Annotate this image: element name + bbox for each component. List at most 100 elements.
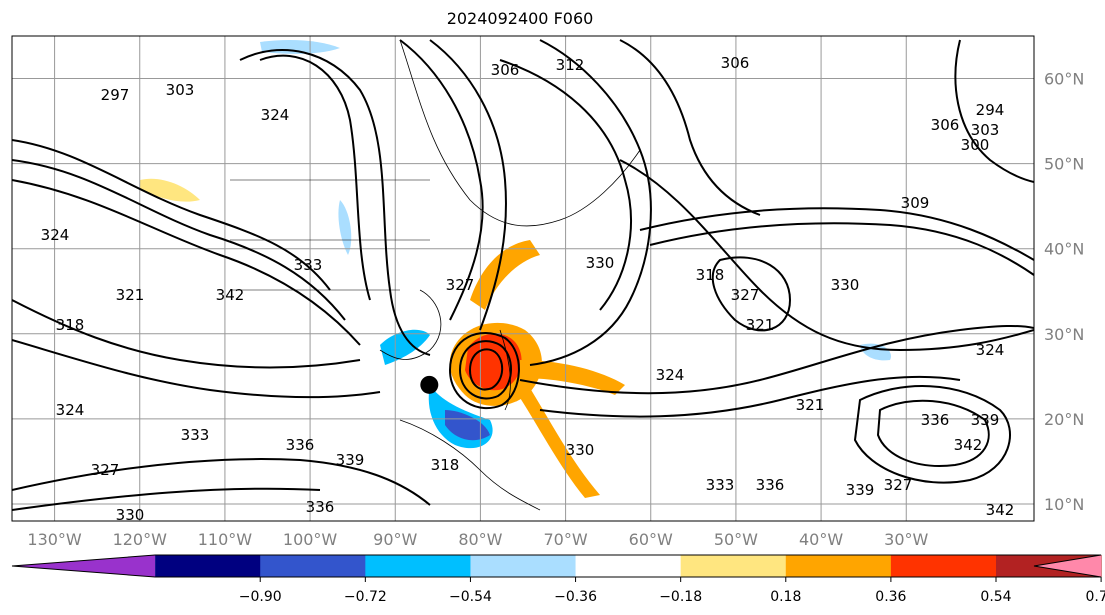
chart-title: 2024092400 F060 [446, 9, 594, 28]
contour-line [12, 487, 321, 511]
contour-value-label: 327 [731, 286, 760, 304]
contour-hurricane [448, 332, 520, 410]
contour-value-label: 336 [921, 411, 950, 429]
contour-value-label: 309 [901, 194, 930, 212]
colorbar-tick-label: −0.36 [554, 589, 597, 605]
contour-value-label: 324 [976, 341, 1005, 359]
contour-line [429, 39, 507, 331]
latitude-label: 20°N [1044, 410, 1084, 429]
colorbar-tick-label: −0.54 [449, 589, 492, 605]
longitude-label: 40°W [799, 530, 843, 549]
colorbar-segment [890, 555, 997, 577]
contour-hurricane [468, 348, 504, 391]
longitude-label: 100°W [283, 530, 338, 549]
hurricane-center-marker [420, 375, 439, 394]
colorbar-segment [680, 555, 787, 577]
longitude-label: 50°W [714, 530, 758, 549]
colorbar-tick-label: −0.18 [659, 589, 702, 605]
positive-band-south [515, 380, 600, 498]
contour-value-label: 306 [721, 54, 750, 72]
colorbar-segment [470, 555, 577, 577]
contour-closed [853, 385, 1011, 484]
contour-line [259, 54, 371, 301]
longitude-label: 30°W [884, 530, 928, 549]
contour-value-label: 324 [261, 106, 290, 124]
state-borders [230, 179, 430, 291]
colorbar-segment [575, 555, 682, 577]
contour-value-label: 300 [961, 136, 990, 154]
contour-value-label: 333 [181, 426, 210, 444]
longitude-label: 110°W [198, 530, 253, 549]
colorbar-tick-label: 0.54 [980, 589, 1011, 605]
contour-line [529, 39, 652, 366]
contour-value-label: 321 [746, 316, 775, 334]
coastline [379, 289, 442, 360]
contour-value-label: 336 [286, 436, 315, 454]
coastline [399, 39, 641, 227]
contour-value-label: 303 [166, 81, 195, 99]
contour-value-label: 312 [556, 56, 585, 74]
contour-value-label: 321 [116, 286, 145, 304]
contour-value-label: 321 [796, 396, 825, 414]
contour-value-label: 303 [971, 121, 1000, 139]
positive-band-west [140, 178, 200, 202]
contour-value-label: 306 [491, 61, 520, 79]
contour-line [12, 139, 331, 291]
contour-value-label: 318 [696, 266, 725, 284]
contour-value-label: 327 [91, 461, 120, 479]
latitude-label: 40°N [1044, 240, 1084, 259]
longitude-label: 120°W [113, 530, 168, 549]
colorbar-tick-label: 0.18 [770, 589, 801, 605]
contour-value-label: 324 [656, 366, 685, 384]
contour-line [619, 39, 761, 216]
contour-line [399, 39, 484, 321]
contour-line [12, 299, 361, 369]
latitude-label: 60°N [1044, 70, 1084, 89]
contour-line [239, 49, 431, 356]
longitude-label: 90°W [373, 530, 417, 549]
contour-value-label: 330 [116, 506, 145, 524]
contour-line [954, 39, 1034, 183]
contour-closed [711, 256, 792, 332]
contour-value-label: 330 [831, 276, 860, 294]
negative-band-texas [380, 329, 430, 365]
colorbar-segment [785, 555, 892, 577]
contour-line [619, 159, 1034, 352]
contour-line [499, 59, 632, 311]
contour-hurricane [458, 340, 512, 400]
colorbar-tick-label: 0.72 [1086, 589, 1105, 605]
contour-value-label: 342 [216, 286, 245, 304]
contour-line [12, 458, 431, 506]
colorbar-segment [260, 555, 366, 577]
contour-value-label: 327 [446, 276, 475, 294]
coastline [399, 419, 541, 511]
contour-value-label: 339 [846, 481, 875, 499]
contour-value-label: 324 [56, 401, 85, 419]
contour-value-label: 297 [101, 86, 130, 104]
contour-line [649, 222, 1034, 276]
contour-line [12, 339, 381, 399]
contour-value-label: 294 [976, 101, 1005, 119]
latitude-label: 30°N [1044, 325, 1084, 344]
colorbar-segment [155, 555, 261, 577]
contour-line [12, 159, 346, 321]
coastline [499, 329, 511, 411]
contour-value-label: 318 [56, 316, 85, 334]
contour-value-label: 339 [336, 451, 365, 469]
contour-labels: 297 303 306 306 312 324 309 318 321 324 327 330 333 3… [41, 54, 1015, 524]
contour-line [639, 207, 1034, 261]
contour-value-label: 318 [431, 456, 460, 474]
colorbar-extend-high [1034, 555, 1102, 577]
coastlines [230, 39, 641, 511]
colorbar-tick-label: −0.90 [239, 589, 282, 605]
contour-value-label: 333 [706, 476, 735, 494]
longitude-label: 130°W [27, 530, 82, 549]
longitude-label: 60°W [629, 530, 673, 549]
contour-line [539, 375, 961, 418]
contour-value-label: 342 [986, 501, 1015, 519]
contour-value-label: 336 [306, 498, 335, 516]
map-background [12, 36, 1034, 521]
contour-value-label: 333 [294, 256, 323, 274]
contours [12, 39, 1034, 511]
